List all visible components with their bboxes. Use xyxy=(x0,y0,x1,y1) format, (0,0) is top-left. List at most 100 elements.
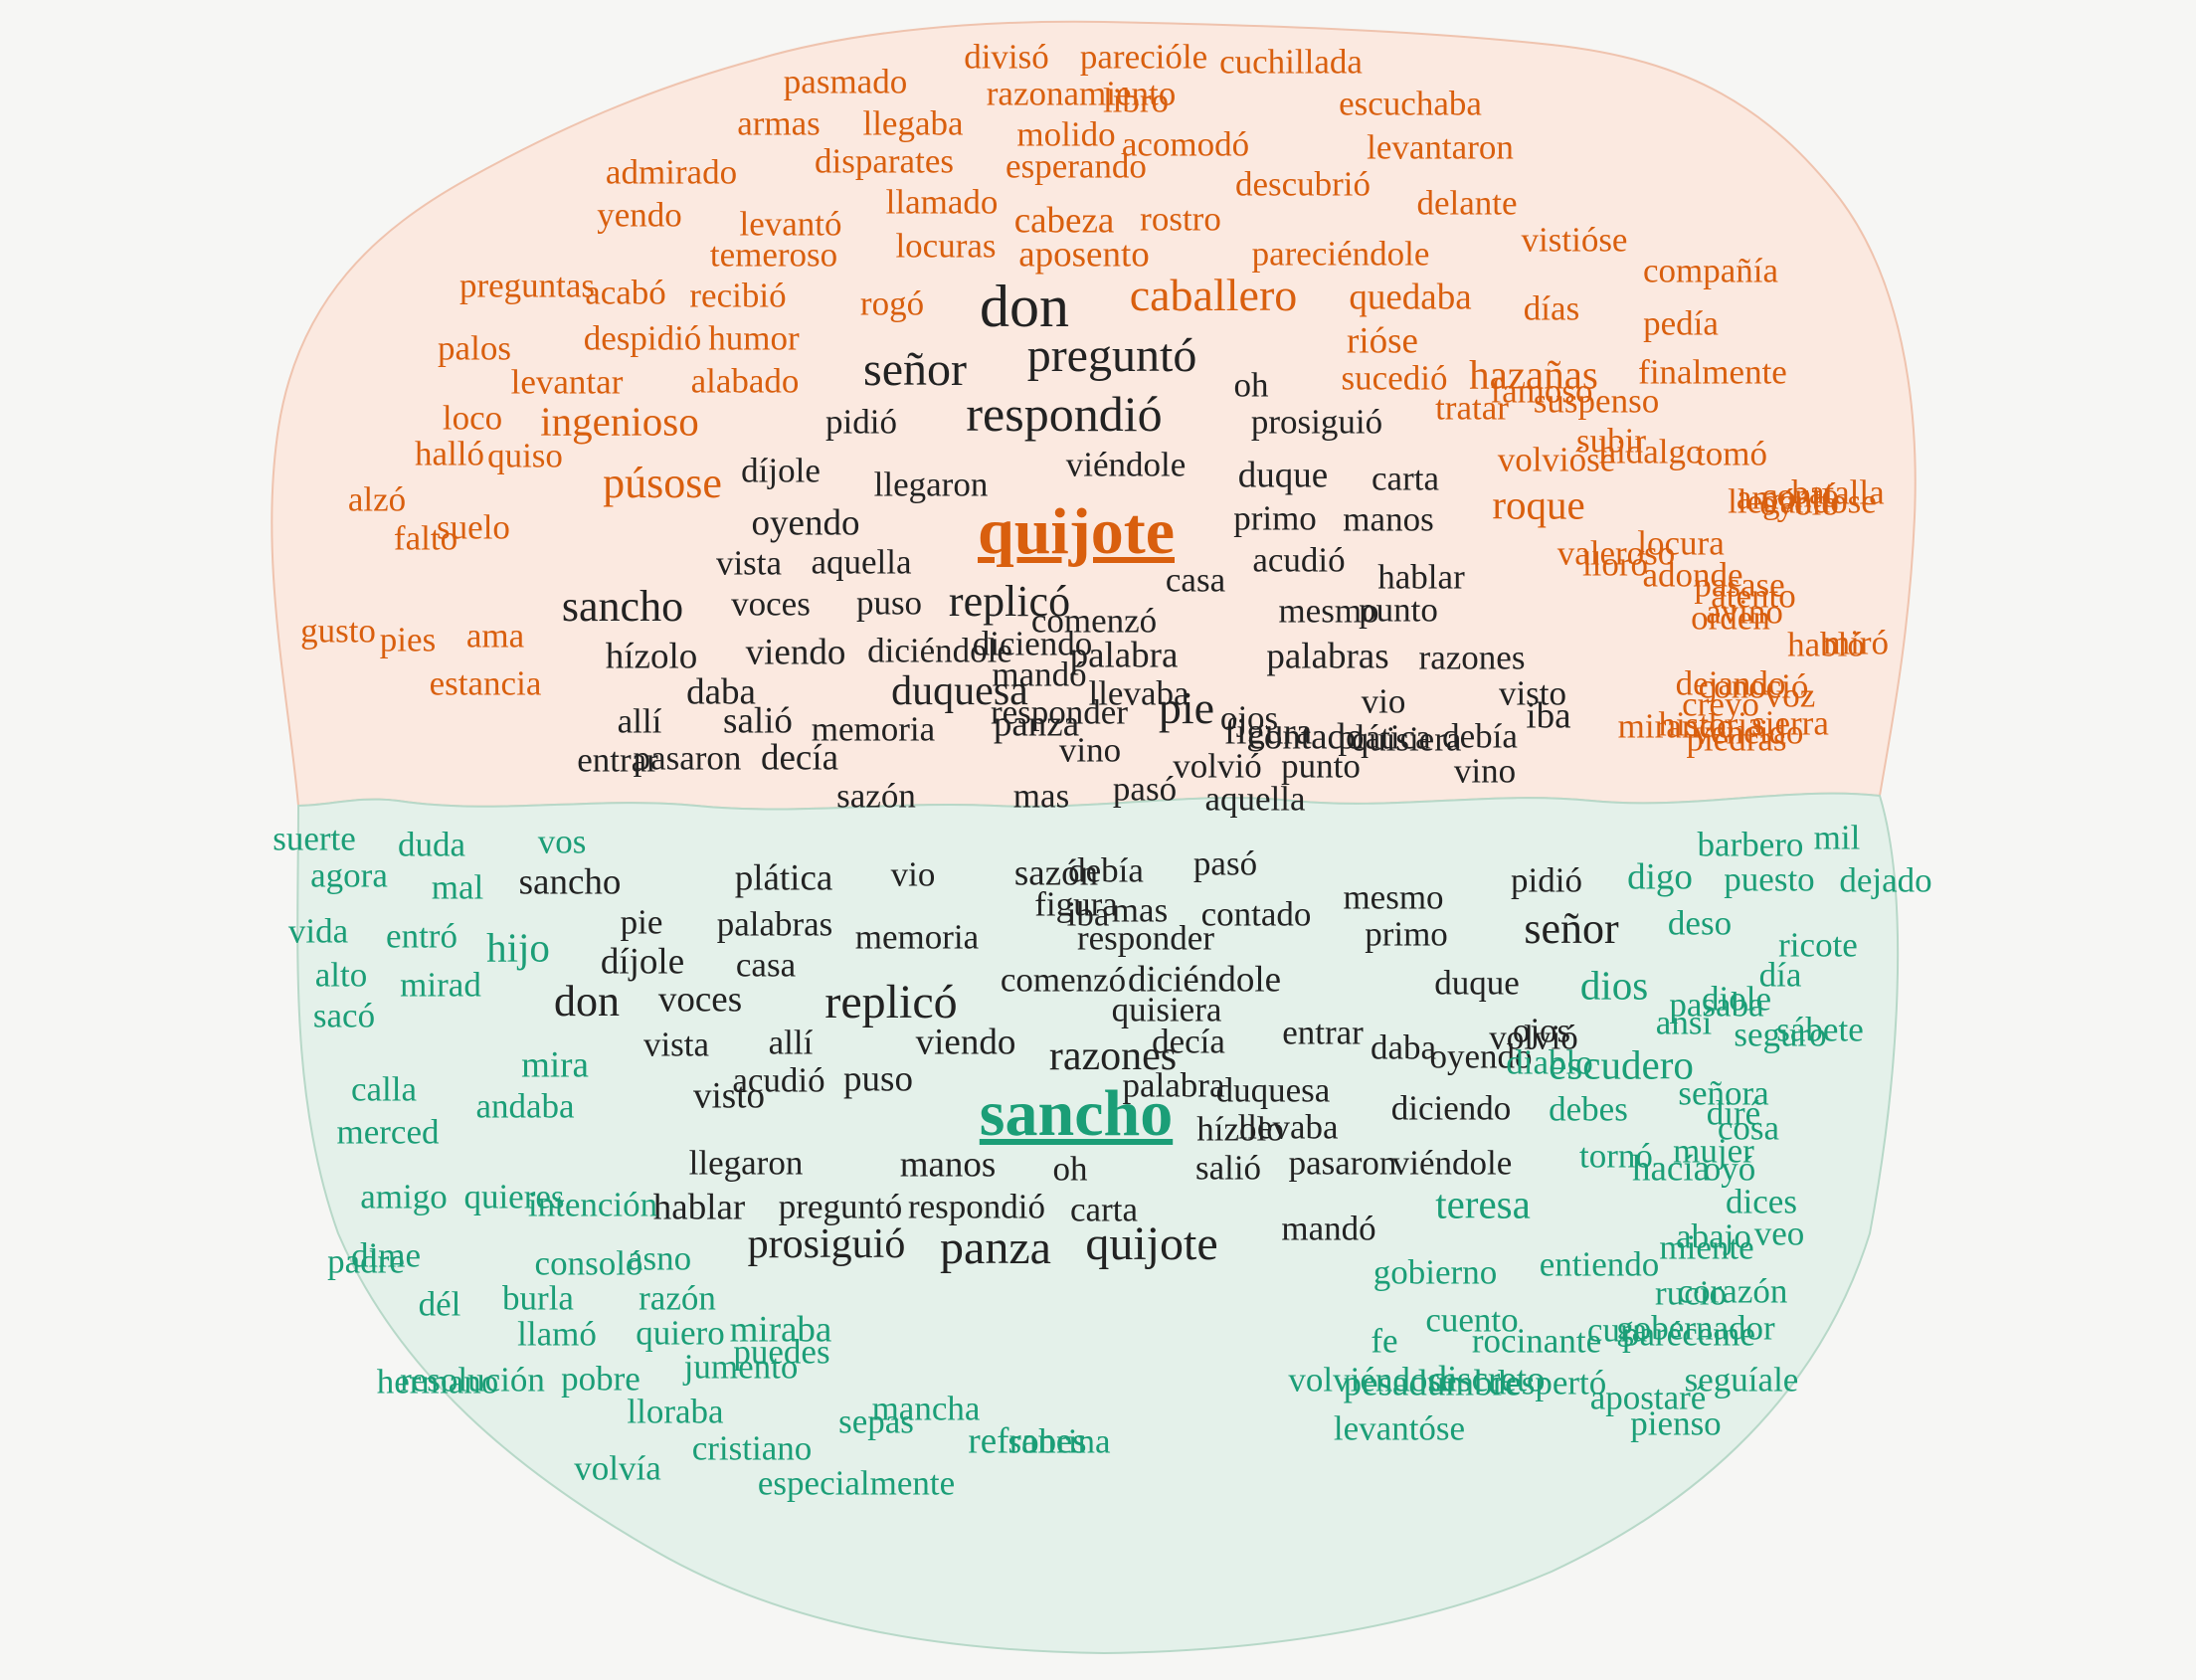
top-shared-word: señor xyxy=(863,343,967,396)
top-words-word: aposento xyxy=(1018,234,1150,276)
top-words-word: amo xyxy=(1736,477,1797,517)
bottom-shared-word: don xyxy=(554,977,620,1026)
bottom-words-word: puedes xyxy=(733,1332,830,1372)
top-words-word: pedía xyxy=(1643,303,1719,343)
bottom-words-word: amigo xyxy=(360,1177,448,1216)
bottom-words-word: vida xyxy=(287,911,349,951)
top-words-word: avino xyxy=(1706,592,1783,632)
bottom-shared-word: plática xyxy=(734,857,833,899)
bottom-shared-word: mandó xyxy=(1281,1209,1376,1248)
top-shared-word: hablar xyxy=(1377,557,1465,597)
top-shared-word: razones xyxy=(1418,638,1526,677)
bottom-words-word: diablo xyxy=(1506,1042,1593,1082)
bottom-words-word: dime xyxy=(351,1235,421,1275)
top-shared-word: sancho xyxy=(561,582,684,631)
top-shared-word: replicó xyxy=(948,577,1071,626)
bottom-words-word: rucio xyxy=(1655,1273,1727,1313)
top-shared-word: viendo xyxy=(745,632,846,673)
top-words-word: armas xyxy=(737,103,821,143)
bottom-words-word: mujer xyxy=(1673,1131,1754,1171)
bottom-shared-word: quijote xyxy=(1085,1217,1218,1270)
top-words-word: tratar xyxy=(1435,388,1509,428)
top-shared-word: mesmo xyxy=(1278,591,1379,631)
top-words-word: sucedió xyxy=(1341,358,1448,398)
bottom-shared-word: replicó xyxy=(824,976,958,1028)
bottom-words-word: despertó xyxy=(1488,1363,1607,1402)
top-words-word: estancia xyxy=(429,663,542,703)
bottom-words-word: llamó xyxy=(517,1314,597,1354)
top-shared-word: sazón xyxy=(836,776,916,816)
bottom-shared-word: visto xyxy=(693,1075,765,1117)
top-words-word: disparates xyxy=(815,141,954,181)
bottom-shared-word: hízolo xyxy=(1196,1109,1284,1149)
bottom-words-word: cristiano xyxy=(691,1428,813,1468)
bottom-shared-word: pasó xyxy=(1192,843,1258,883)
bottom-shared-word: iba xyxy=(1066,894,1110,934)
bottom-words-word: lloraba xyxy=(627,1392,724,1431)
bottom-words-word: hermano xyxy=(376,1362,499,1401)
top-shared-word: iba xyxy=(1526,695,1571,737)
top-shared-word: ojos xyxy=(1219,698,1279,738)
top-words-word: pasase xyxy=(1694,565,1785,605)
bottom-words-word: fe xyxy=(1371,1321,1398,1361)
bottom-shared-word: llevaba xyxy=(1237,1107,1339,1147)
bottom-shared-word: pasaron xyxy=(1288,1143,1397,1183)
top-shared-word: quisiera xyxy=(1351,719,1462,759)
bottom-words-word: hijo xyxy=(486,924,550,971)
top-words-word: halló xyxy=(415,434,484,473)
top-shared-word: viéndole xyxy=(1065,445,1187,484)
bottom-words-word: gobernador xyxy=(1616,1308,1775,1348)
bottom-shared-word: casa xyxy=(735,945,797,985)
top-words-word: caballero xyxy=(1129,270,1298,320)
top-shared-word: mandó xyxy=(992,654,1087,694)
top-shared-word: panza xyxy=(993,703,1080,745)
top-shared-word: oh xyxy=(1233,365,1269,405)
top-words-word: contó xyxy=(1761,475,1839,515)
bottom-shared-word: sazón xyxy=(1013,852,1099,894)
bottom-shared-word: señor xyxy=(1524,904,1619,953)
bottom-words-word: apostaré xyxy=(1589,1378,1707,1417)
top-shared-word: duque xyxy=(1237,455,1329,496)
top-words-word: púsose xyxy=(603,459,722,507)
top-words-word: parecióle xyxy=(1079,37,1208,77)
bottom-words-word: ricote xyxy=(1778,925,1858,965)
bottom-shared-word: duquesa xyxy=(1215,1070,1331,1110)
bottom-words-word: agora xyxy=(310,855,388,895)
top-words-word: recibió xyxy=(689,276,787,315)
bottom-shared-word: oh xyxy=(1052,1149,1088,1189)
top-words-word: llegándose xyxy=(1728,481,1877,521)
top-shared-word: puso xyxy=(855,583,923,623)
top-words-word: palos xyxy=(438,328,511,368)
bottom-shared-word: sancho xyxy=(518,861,622,903)
bottom-words-word: mal xyxy=(431,867,484,907)
sancho-title: sancho xyxy=(979,1077,1174,1150)
top-shared-word: responder xyxy=(990,692,1129,732)
top-shared-word: diciendo xyxy=(972,624,1093,663)
top-shared-word: vino xyxy=(1058,730,1122,770)
bottom-words-word: tornó xyxy=(1579,1136,1653,1176)
top-shared-word: allí xyxy=(617,701,662,741)
bottom-words-word: ansí xyxy=(1655,1003,1713,1042)
bottom-shared-word: palabras xyxy=(716,904,833,944)
top-words-word: levantó xyxy=(739,204,842,244)
bottom-words-word: hacía xyxy=(1631,1148,1711,1190)
top-words-word: molido xyxy=(1016,114,1116,154)
top-shared-word: pasó xyxy=(1112,769,1178,809)
top-words-word: subir xyxy=(1576,421,1646,461)
bottom-shared-word: acudió xyxy=(732,1060,825,1100)
top-words-word: levantar xyxy=(510,362,624,402)
bottom-shared-word: manos xyxy=(899,1144,997,1186)
top-words-word: atento xyxy=(1711,576,1796,616)
bottom-words-word: sacó xyxy=(312,996,376,1035)
top-words-word: valeroso xyxy=(1556,533,1676,573)
top-words-word: divisó xyxy=(964,37,1049,77)
bottom-shared-word: vista xyxy=(642,1025,710,1064)
top-shared-word: salió xyxy=(723,700,793,742)
top-words-word: vistióse xyxy=(1521,220,1628,260)
bottom-shared-word: diciendo xyxy=(1390,1088,1512,1128)
bottom-words-word: pienso xyxy=(1630,1403,1722,1443)
bottom-words-word: puesto xyxy=(1724,859,1815,899)
bottom-shared-word: duque xyxy=(1434,963,1520,1003)
bottom-words-word: andaba xyxy=(475,1086,575,1126)
